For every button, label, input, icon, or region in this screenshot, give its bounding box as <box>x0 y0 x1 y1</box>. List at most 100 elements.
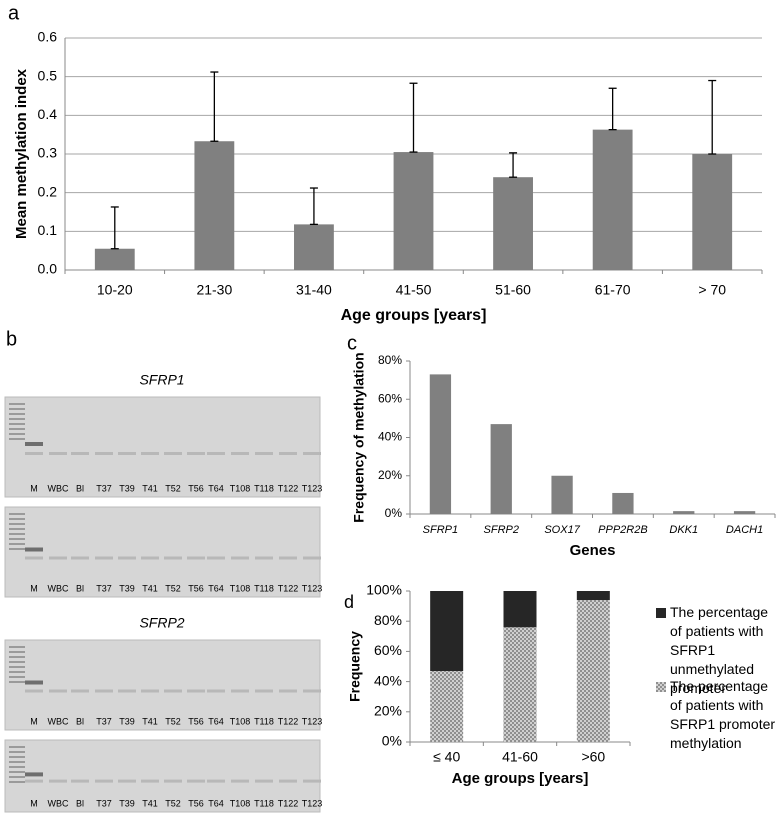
x-tick-label: SOX17 <box>544 524 580 536</box>
bar <box>194 141 235 270</box>
lane-label: T41 <box>142 716 158 726</box>
bar-segment <box>576 591 610 601</box>
lane-label: T37 <box>96 483 112 493</box>
ladder-band <box>9 671 25 673</box>
gel-band <box>231 689 249 693</box>
lane-label: T37 <box>96 798 112 808</box>
gel-band <box>95 452 113 455</box>
ladder-band <box>9 533 25 535</box>
ladder-band <box>9 543 25 545</box>
ladder-band <box>9 423 25 425</box>
ladder-band <box>9 781 25 783</box>
lane-label: T52 <box>165 583 181 593</box>
y-tick-label: 60% <box>374 642 402 658</box>
lane-label: WBC <box>48 483 69 493</box>
ladder-band <box>9 408 25 410</box>
lane-label: T123 <box>302 716 323 726</box>
lane-label: T39 <box>119 716 135 726</box>
ladder-band <box>9 651 25 653</box>
gel-band <box>95 779 113 783</box>
lane-label: T108 <box>230 583 251 593</box>
error-bar <box>110 206 119 250</box>
legend-swatch <box>656 682 666 692</box>
lane-label: T39 <box>119 583 135 593</box>
gel-band <box>25 680 43 685</box>
gel-band <box>118 556 136 560</box>
gel-band <box>207 452 225 455</box>
bar <box>94 248 135 270</box>
bar-segment <box>503 627 537 742</box>
lane-label: T64 <box>208 716 224 726</box>
bar <box>551 475 573 514</box>
ladder-band <box>9 513 25 515</box>
legend-swatch <box>656 608 666 618</box>
y-tick-label: 0.1 <box>38 222 58 238</box>
lane-label: T41 <box>142 798 158 808</box>
bar <box>429 374 452 514</box>
lane-label: T56 <box>188 716 204 726</box>
ladder-band <box>9 776 25 778</box>
gel-band <box>25 779 43 783</box>
lane-label: WBC <box>48 716 69 726</box>
gel-band <box>231 556 249 560</box>
panel-label: c <box>347 332 357 354</box>
gel-title: SFRP2 <box>139 615 184 631</box>
lane-label: T108 <box>230 483 251 493</box>
gel-image <box>4 506 321 598</box>
x-tick-label: SFRP2 <box>484 524 519 536</box>
lane-label: T64 <box>208 798 224 808</box>
ladder-band <box>9 771 25 773</box>
gel-band <box>164 689 182 693</box>
lane-label: T39 <box>119 483 135 493</box>
lane-label: WBC <box>48 583 69 593</box>
y-tick-label: 0.2 <box>38 183 58 199</box>
legend-label: The percentage of patients with SFRP1 pr… <box>670 678 776 751</box>
bar <box>673 511 695 514</box>
lane-label: Bl <box>76 583 84 593</box>
gel-band <box>164 779 182 783</box>
panel-label: d <box>344 592 354 612</box>
gel-band <box>207 689 225 693</box>
bar <box>294 224 334 270</box>
lane-label: T108 <box>230 716 251 726</box>
ladder-band <box>9 548 25 550</box>
error-bar <box>509 152 518 178</box>
ladder-band <box>9 438 25 440</box>
lane-label: M <box>30 716 38 726</box>
error-bar <box>210 71 219 142</box>
gel-band <box>279 556 297 560</box>
gel-band <box>25 556 43 560</box>
bar-segment <box>576 600 610 742</box>
lane-label: T64 <box>208 483 224 493</box>
y-tick-label: 20% <box>374 703 402 719</box>
x-axis-title: Age groups [years] <box>341 307 487 324</box>
lane-label: T108 <box>230 798 251 808</box>
x-tick-label: 31-40 <box>296 282 332 298</box>
lane-label: T122 <box>278 716 299 726</box>
bar <box>490 424 512 514</box>
gel-band <box>187 689 205 693</box>
ladder-band <box>9 666 25 668</box>
ladder-band <box>9 413 25 415</box>
x-tick-label: > 70 <box>698 282 726 298</box>
gel-band <box>141 452 159 455</box>
ladder-band <box>9 428 25 430</box>
y-tick-label: 20% <box>378 468 402 482</box>
gel-band <box>71 689 89 693</box>
lane-label: Bl <box>76 483 84 493</box>
lane-label: WBC <box>48 798 69 808</box>
error-bar <box>708 79 717 155</box>
lane-label: T52 <box>165 798 181 808</box>
bar <box>612 492 634 514</box>
gel-band <box>231 452 249 455</box>
gel-band <box>303 689 321 693</box>
bar <box>733 511 756 514</box>
y-tick-label: 0.0 <box>38 261 58 277</box>
lane-label: T123 <box>302 483 323 493</box>
lane-label: M <box>30 483 38 493</box>
ladder-band <box>9 418 25 420</box>
lane-label: M <box>30 798 38 808</box>
x-tick-label: 61-70 <box>595 282 631 298</box>
gel-band <box>279 779 297 783</box>
